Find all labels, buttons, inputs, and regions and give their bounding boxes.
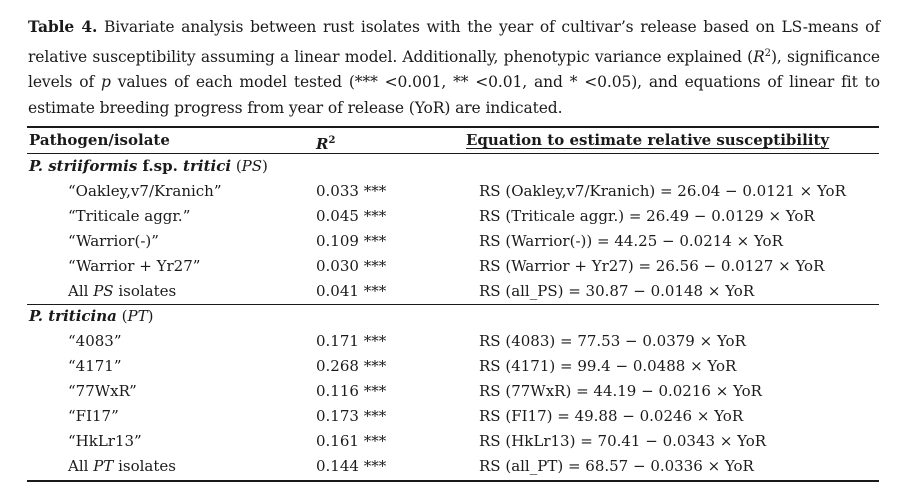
r2-value: 0.161 *** (316, 432, 387, 450)
r2-value: 0.116 *** (316, 382, 387, 400)
caption-text-2: ), significance levels of (28, 47, 880, 92)
group-title-ps: P. striiformis f.sp. tritici (PS) (29, 157, 268, 175)
caption-text-1: Bivariate analysis between rust isolates… (28, 18, 880, 66)
header-pathogen: Pathogen/isolate (29, 131, 170, 149)
equation: RS (4083) = 77.53 − 0.0379 × YoR (479, 332, 746, 350)
isolate-name: “HkLr13” (68, 432, 142, 450)
equation: RS (HkLr13) = 70.41 − 0.0343 × YoR (479, 432, 767, 450)
r2-value: 0.041 *** (316, 282, 387, 300)
isolate-name: “4171” (68, 357, 122, 375)
header-rule (27, 153, 879, 154)
equation: RS (Oakley,v7/Kranich) = 26.04 − 0.0121 … (479, 182, 846, 200)
r2-value: 0.045 *** (316, 207, 387, 225)
group-title-pt: P. triticina (PT) (29, 307, 154, 325)
isolate-name: “FI17” (68, 407, 119, 425)
bottom-rule (27, 480, 879, 482)
r2-value: 0.030 *** (316, 257, 387, 275)
header-row: Pathogen/isolate R2 Equation to estimate… (27, 128, 879, 153)
isolate-name: “Warrior(-)” (68, 232, 159, 250)
isolate-name: “4083” (68, 332, 122, 350)
r2-value: 0.144 *** (316, 457, 387, 475)
isolate-name: “77WxR” (68, 382, 137, 400)
r2-value: 0.033 *** (316, 182, 387, 200)
isolate-name: “Oakley,v7/Kranich” (68, 182, 222, 200)
header-r2: R2 (316, 135, 336, 153)
isolate-name: All PS isolates (68, 282, 177, 300)
caption-r2-superscript: 2 (764, 47, 771, 59)
r2-value: 0.268 *** (316, 357, 387, 375)
equation: RS (all_PT) = 68.57 − 0.0336 × YoR (479, 457, 754, 475)
equation: RS (Triticale aggr.) = 26.49 − 0.0129 × … (479, 207, 815, 225)
table-row: “4083” 0.171 *** RS (4083) = 77.53 − 0.0… (27, 329, 879, 354)
table-row: “Warrior(-)” 0.109 *** RS (Warrior(-)) =… (27, 229, 879, 254)
equation: RS (Warrior + Yr27) = 26.56 − 0.0127 × Y… (479, 257, 825, 275)
table-row: “4171” 0.268 *** RS (4171) = 99.4 − 0.04… (27, 354, 879, 379)
caption-p-symbol: p (101, 73, 111, 92)
table-row: “HkLr13” 0.161 *** RS (HkLr13) = 70.41 −… (27, 429, 879, 454)
r2-value: 0.171 *** (316, 332, 387, 350)
isolate-name: “Warrior + Yr27” (68, 257, 201, 275)
equation: RS (Warrior(-)) = 44.25 − 0.0214 × YoR (479, 232, 783, 250)
table-row: “77WxR” 0.116 *** RS (77WxR) = 44.19 − 0… (27, 379, 879, 404)
table-row: “Triticale aggr.” 0.045 *** RS (Tritical… (27, 204, 879, 229)
table-row: “FI17” 0.173 *** RS (FI17) = 49.88 − 0.0… (27, 404, 879, 429)
isolate-name: “Triticale aggr.” (68, 207, 191, 225)
equation: RS (77WxR) = 44.19 − 0.0216 × YoR (479, 382, 762, 400)
summary-row-pt: All PT isolates 0.144 *** RS (all_PT) = … (27, 454, 879, 479)
equation: RS (all_PS) = 30.87 − 0.0148 × YoR (479, 282, 755, 300)
table-row: “Oakley,v7/Kranich” 0.033 *** RS (Oakley… (27, 179, 879, 204)
summary-row-ps: All PS isolates 0.041 *** RS (all_PS) = … (27, 279, 879, 304)
caption-r2-symbol: R (753, 47, 765, 66)
r2-value: 0.109 *** (316, 232, 387, 250)
r2-value: 0.173 *** (316, 407, 387, 425)
isolate-name: All PT isolates (68, 457, 176, 475)
caption-text-3: values of each model tested (*** <0.001,… (28, 73, 880, 117)
header-equation: Equation to estimate relative susceptibi… (466, 131, 830, 149)
table-label: Table 4. (28, 17, 98, 36)
equation: RS (FI17) = 49.88 − 0.0246 × YoR (479, 407, 744, 425)
table-caption: Table 4. Bivariate analysis between rust… (28, 14, 880, 121)
group-rule (27, 304, 879, 305)
table-row: “Warrior + Yr27” 0.030 *** RS (Warrior +… (27, 254, 879, 279)
top-rule (27, 126, 879, 128)
equation: RS (4171) = 99.4 − 0.0488 × YoR (479, 357, 737, 375)
